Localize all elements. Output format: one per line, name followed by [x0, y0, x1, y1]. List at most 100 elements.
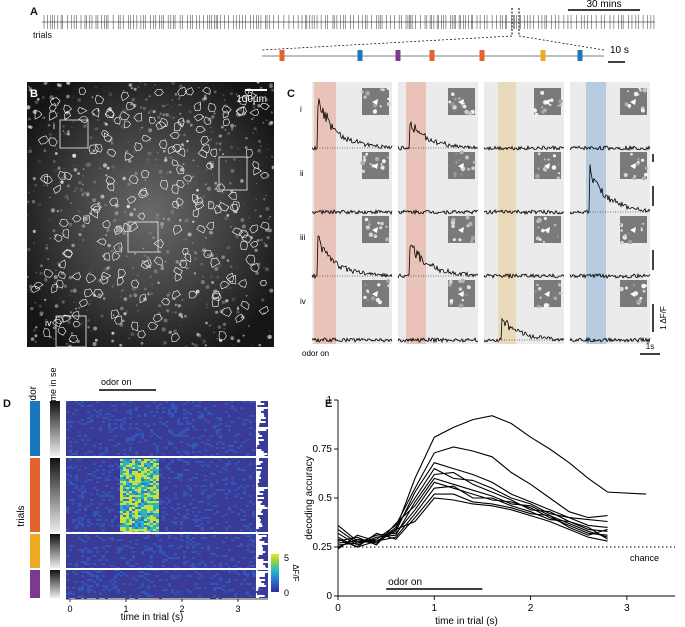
heatmap-edge	[256, 595, 265, 597]
fov-cell	[62, 176, 65, 179]
heatmap-cell	[147, 425, 150, 427]
heatmap-cell	[96, 481, 99, 483]
heatmap-cell	[90, 573, 93, 575]
chance-label: chance	[630, 553, 659, 563]
heatmap-cell	[81, 423, 84, 425]
panel-label-a: A	[30, 6, 38, 18]
thumbnail-cell	[624, 102, 629, 107]
heatmap-cell	[153, 501, 156, 503]
heatmap-cell	[144, 495, 147, 497]
heatmap-cell	[195, 405, 198, 407]
heatmap-cell	[162, 411, 165, 413]
heatmap-cell	[93, 575, 96, 577]
fov-cell	[269, 288, 274, 293]
thumbnail-cell	[360, 160, 366, 166]
thumbnail-cell	[363, 295, 367, 300]
heatmap-cell	[165, 589, 168, 591]
fov-cell	[31, 200, 36, 204]
heatmap-cell	[165, 447, 168, 449]
heatmap-cell	[81, 517, 84, 519]
heatmap-cell	[204, 443, 207, 445]
heatmap-cell	[258, 527, 261, 529]
roi-outline	[218, 331, 227, 341]
fov-cell	[155, 163, 160, 168]
fov-cell	[257, 103, 261, 108]
roi-outline	[120, 91, 130, 102]
heatmap-cell	[252, 573, 255, 575]
heatmap-cell	[153, 517, 156, 519]
heatmap-cell	[147, 463, 150, 465]
heatmap-cell	[198, 543, 201, 545]
roi-trace	[311, 98, 393, 151]
heatmap-cell	[90, 551, 93, 553]
heatmap-cell	[102, 469, 105, 471]
roi-outline	[231, 201, 240, 212]
fov-cell	[82, 175, 85, 177]
roi-trace	[569, 144, 651, 152]
roi-outline	[134, 142, 143, 152]
heatmap-cell	[246, 575, 249, 577]
fov-cell	[103, 268, 107, 272]
roi-outline	[227, 191, 237, 200]
heatmap-cell	[174, 435, 177, 437]
heatmap-cell	[225, 527, 228, 529]
heatmap-cell	[252, 575, 255, 577]
fov-cell	[91, 96, 94, 99]
thumbnail-cell	[373, 234, 378, 238]
heatmap-cell	[150, 529, 153, 531]
fov-cell	[28, 88, 33, 92]
roi-outline	[235, 106, 244, 115]
heatmap-cell	[138, 461, 141, 463]
fov-cell	[266, 235, 270, 240]
heatmap-edge	[256, 559, 264, 561]
heatmap-cell	[132, 527, 135, 529]
heatmap-cell	[156, 411, 159, 413]
heatmap-cell	[120, 557, 123, 559]
heatmap-cell	[150, 435, 153, 437]
fov-cell	[133, 87, 137, 91]
thumbnail-cell	[447, 282, 453, 287]
heatmap-cell	[228, 549, 231, 551]
heatmap-cell	[159, 551, 162, 553]
heatmap-cell	[120, 427, 123, 429]
heatmap-cell	[243, 571, 246, 573]
heatmap-cell	[66, 597, 69, 599]
heatmap-cell	[150, 495, 153, 497]
heatmap-cell	[117, 483, 120, 485]
heatmap-cell	[96, 415, 99, 417]
thumbnail-arrow	[544, 99, 550, 105]
heatmap-cell	[216, 547, 219, 549]
heatmap-cell	[243, 491, 246, 493]
heatmap-cell	[138, 479, 141, 481]
thumbnail-cell	[464, 109, 469, 115]
fov-cell	[102, 163, 108, 168]
fov-cell	[108, 92, 113, 97]
heatmap-cell	[111, 509, 114, 511]
heatmap-cell	[216, 511, 219, 513]
heatmap-cell	[126, 483, 129, 485]
roi-outline	[176, 179, 185, 189]
heatmap-cell	[201, 461, 204, 463]
fov-cell	[213, 157, 216, 160]
heatmap-edge	[256, 589, 258, 591]
fov-cell	[265, 119, 268, 122]
fov-cell	[174, 311, 177, 314]
heatmap-cell	[138, 519, 141, 521]
heatmap-cell	[123, 503, 126, 505]
heatmap-cell	[198, 451, 201, 453]
fov-cell	[211, 281, 215, 284]
heatmap-edge	[256, 489, 265, 491]
fov-cell	[264, 244, 268, 248]
fov-cell	[181, 299, 184, 301]
fov-cell	[209, 325, 211, 327]
heatmap-cell	[87, 585, 90, 587]
heatmap-cell	[156, 523, 159, 525]
heatmap-cell	[78, 489, 81, 491]
colorbar	[271, 554, 279, 592]
heatmap-edge	[256, 555, 259, 557]
heatmap-cell	[189, 539, 192, 541]
heatmap-cell	[222, 447, 225, 449]
thumbnail-cell	[452, 238, 456, 242]
fov-cell	[160, 226, 164, 229]
heatmap-cell	[225, 483, 228, 485]
